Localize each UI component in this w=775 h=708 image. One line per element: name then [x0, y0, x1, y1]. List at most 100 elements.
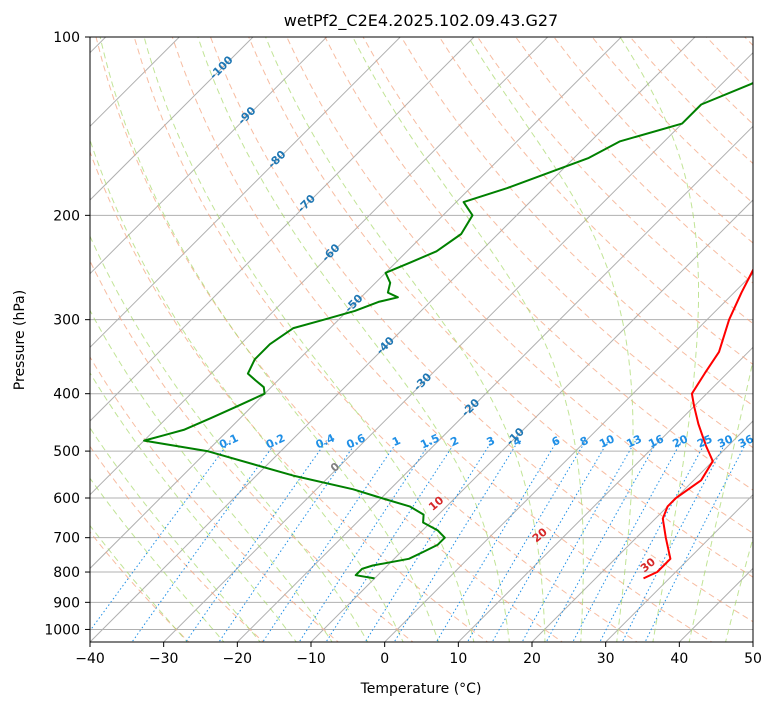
mixing-ratio-label: 30 [716, 432, 736, 450]
isotherm-line [162, 51, 753, 642]
isotherm-line [90, 37, 549, 496]
moist-adiabat-line [688, 358, 753, 642]
mixing-ratio-line [491, 440, 609, 642]
isotherm-label: -100 [207, 53, 236, 82]
isotherm-line [90, 37, 475, 422]
moist-adiabat-line [265, 37, 546, 642]
isotherm-label: -80 [265, 148, 288, 171]
mixing-ratio-line [393, 440, 520, 642]
moist-adiabat-line [725, 536, 753, 642]
mixing-ratio-line [298, 440, 432, 642]
isotherm-line [90, 37, 328, 275]
mixing-ratio-label: 20 [671, 432, 691, 450]
mixing-ratio-label: 36 [736, 432, 756, 450]
dewpoint-line [143, 81, 753, 580]
mixing-ratio-line [599, 440, 707, 642]
dry-adiabat-label: 0 [328, 460, 342, 475]
mixing-ratio-line [435, 440, 558, 642]
moist-adiabat-line [197, 37, 510, 642]
x-tick-label: 30 [597, 651, 615, 667]
y-tick-label: 500 [53, 444, 80, 460]
isotherm-line [90, 37, 696, 642]
dry-adiabat-line [438, 37, 753, 366]
y-axis: 100 200 300 400 500 600 700 800 900 1000 [44, 30, 90, 638]
isotherm-line [236, 125, 753, 642]
dry-adiabat-label: 10 [426, 493, 446, 513]
isotherm-line [90, 37, 623, 570]
y-tick-label: 900 [53, 595, 80, 611]
mixing-ratio-line [621, 440, 728, 642]
y-tick-label: 100 [53, 30, 80, 46]
isotherm-line [90, 37, 254, 201]
moist-adiabat-line [90, 477, 225, 642]
x-tick-label: −20 [223, 651, 253, 667]
moist-adiabat-line [90, 138, 404, 642]
mixing-ratio-label: 6 [550, 434, 563, 449]
x-tick-label: −30 [149, 651, 179, 667]
mixing-ratio-label: 16 [646, 432, 666, 450]
mixing-ratio-label: 3 [485, 434, 497, 449]
isotherm-label: -20 [459, 396, 482, 419]
mixing-ratio-label: 0.6 [344, 431, 367, 451]
y-tick-label: 600 [53, 491, 80, 507]
mixing-ratio-label: 0.1 [217, 431, 240, 451]
y-axis-label: Pressure (hPa) [12, 290, 28, 390]
isotherm-line [310, 199, 753, 642]
isotherm-line [457, 346, 753, 642]
isotherm-line [90, 37, 402, 349]
isotherm-line [0, 10, 59, 654]
y-tick-label: 300 [53, 313, 80, 329]
temperature-line [643, 267, 753, 580]
isotherm-label: -50 [342, 292, 365, 315]
dry-adiabat-line [324, 37, 753, 491]
plot-frame [89, 36, 754, 643]
y-tick-label: 800 [53, 565, 80, 581]
dry-adiabat-line [400, 37, 753, 407]
dry-adiabat-line [477, 37, 753, 325]
mixing-ratio-line [262, 440, 399, 642]
isotherm-label: -90 [235, 104, 258, 127]
isotherm-line [604, 493, 753, 642]
mixing-ratio-line [572, 440, 683, 642]
moist-adiabat-line [143, 37, 475, 642]
isotherm-label: -60 [319, 241, 342, 264]
dry-adiabat-line [591, 37, 753, 204]
isotherm-line [678, 567, 753, 642]
isotherm-label: -30 [411, 370, 434, 393]
isotherm-label: -40 [374, 334, 397, 357]
dry-adiabat-line [248, 37, 753, 578]
y-tick-label: 200 [53, 208, 80, 224]
dry-adiabat-line [171, 37, 713, 642]
mixing-ratio-line [364, 440, 493, 642]
isotherm-line [90, 37, 181, 128]
x-tick-label: 10 [449, 651, 467, 667]
y-tick-label: 1000 [44, 622, 80, 638]
mixing-ratio-line [185, 440, 328, 642]
dry-adiabat-label: 40 [753, 585, 773, 605]
chart-title: wetPf2_C2E4.2025.102.09.43.G27 [284, 11, 558, 31]
isotherm-label: -10 [504, 425, 527, 448]
mixing-ratio-label: 1 [390, 434, 402, 449]
background-lines [0, 10, 753, 654]
mixing-ratio-label: 25 [695, 432, 714, 450]
dry-adiabat-line [362, 37, 753, 449]
x-tick-label: −10 [296, 651, 326, 667]
isotherm-line [531, 420, 753, 642]
mixing-ratio-label: 10 [597, 432, 617, 450]
x-tick-label: −40 [75, 651, 105, 667]
x-tick-label: 20 [523, 651, 541, 667]
x-tick-label: 40 [670, 651, 688, 667]
dry-adiabat-line [90, 531, 190, 642]
isotherm-line [752, 641, 753, 642]
x-axis-label: Temperature (°C) [360, 681, 482, 697]
moist-adiabat-line [90, 371, 297, 642]
moist-adiabat-line [90, 427, 261, 642]
x-axis: −40 −30 −20 −10 0 10 20 30 40 50 [75, 642, 762, 667]
moist-adiabat-line [352, 37, 584, 642]
mixing-ratio-label: 13 [624, 432, 643, 450]
moist-adiabat-line [99, 37, 440, 642]
dry-adiabat-line [210, 37, 753, 623]
moist-adiabat-line [90, 524, 188, 642]
